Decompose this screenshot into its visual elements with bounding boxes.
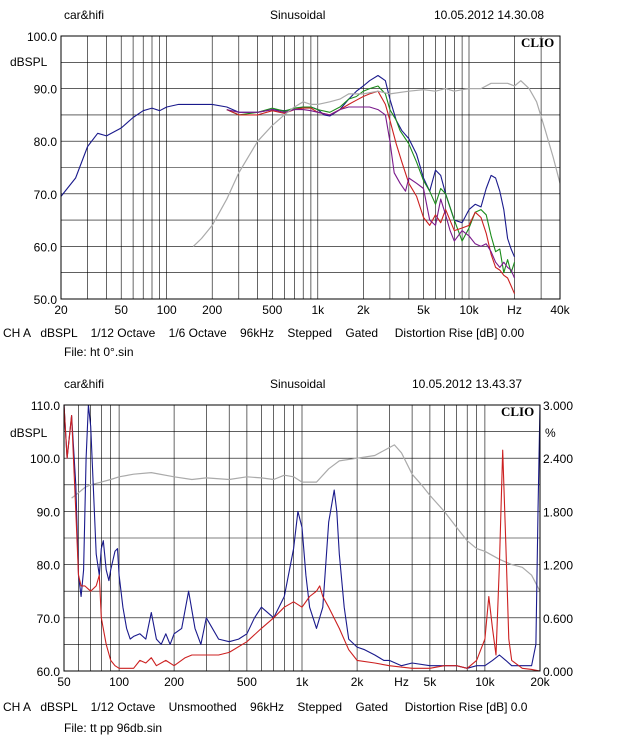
x-tick-label: 500 [237, 675, 257, 689]
x-tick-label: 10k [475, 675, 495, 689]
y-tick-label: 70.0 [34, 188, 58, 202]
top-header-center: Sinusoidal [270, 8, 325, 22]
series-line-2 [226, 90, 516, 294]
bottom-grid [64, 405, 540, 671]
y-tick-label: 50.0 [34, 293, 58, 307]
y2-tick-label: 0.000 [543, 665, 573, 679]
bottom-plot-frame [63, 404, 541, 672]
bottom-file-name: File: tt pp 96db.sin [64, 721, 162, 735]
bottom-y2label: % [545, 426, 556, 440]
bottom-header-right: 10.05.2012 13.43.37 [412, 377, 522, 391]
y-tick-label: 60.0 [37, 665, 61, 679]
series-line-2 [63, 404, 541, 672]
top-header-right: 10.05.2012 14.30.08 [434, 8, 544, 22]
bottom-chart: car&hifi Sinusoidal 10.05.2012 13.43.37 … [3, 377, 573, 735]
series-line-4 [192, 80, 561, 247]
x-tick-label: 40k [550, 303, 570, 317]
x-tick-label: 5k [417, 303, 431, 317]
x-tick-label: 20 [54, 303, 68, 317]
top-tick-labels: 100.0 90.0 80.0 70.0 60.0 50.020 50 100 200 500 1k… [27, 30, 571, 317]
y-tick-label: 80.0 [37, 559, 61, 573]
top-header-left: car&hifi [64, 8, 104, 22]
x-tick-label: 1k [296, 675, 310, 689]
y-tick-label: 100.0 [27, 30, 57, 44]
x-tick-label: 200 [164, 675, 184, 689]
top-grid [61, 36, 560, 299]
series-line-3 [226, 106, 516, 279]
y2-tick-label: 3.000 [543, 399, 573, 413]
y2-tick-label: 2.400 [543, 452, 573, 466]
x-tick-label: 100 [109, 675, 129, 689]
series-line-0 [71, 444, 541, 592]
y-tick-label: 100.0 [30, 452, 60, 466]
y-tick-label: 80.0 [34, 135, 58, 149]
y-tick-label: 90.0 [37, 505, 61, 519]
x-tick-label: 50 [57, 675, 71, 689]
bottom-ylabel: dBSPL [10, 426, 48, 440]
top-footer: CH A dBSPL 1/12 Octave 1/6 Octave 96kHz … [3, 326, 524, 340]
x-tick-label: 1k [311, 303, 325, 317]
top-brand-logo: CLIO [521, 35, 554, 50]
x-tick-label: 500 [262, 303, 282, 317]
bottom-footer: CH A dBSPL 1/12 Octave Unsmoothed 96kHz … [3, 700, 528, 714]
bottom-series [63, 404, 541, 672]
x-tick-label: Hz [507, 303, 522, 317]
y2-tick-label: 1.800 [543, 505, 573, 519]
x-tick-label: 5k [424, 675, 438, 689]
top-chart: car&hifi Sinusoidal 10.05.2012 14.30.08 … [3, 8, 571, 359]
y-tick-label: 60.0 [34, 240, 58, 254]
y2-tick-label: 1.200 [543, 559, 573, 573]
y-tick-label: 90.0 [34, 83, 58, 97]
bottom-header-center: Sinusoidal [270, 377, 325, 391]
top-file-name: File: ht 0°.sin [64, 345, 134, 359]
x-tick-label: 10k [459, 303, 479, 317]
top-series [60, 74, 561, 294]
x-tick-label: 100 [157, 303, 177, 317]
bottom-brand-logo: CLIO [501, 404, 534, 419]
y-tick-label: 110.0 [31, 399, 60, 413]
y-tick-label: 70.0 [37, 612, 61, 626]
series-line-0 [60, 74, 516, 258]
series-line-1 [226, 85, 516, 274]
top-plot-frame [60, 35, 561, 300]
bottom-header-left: car&hifi [64, 377, 104, 391]
bottom-tick-labels: 110.0 100.0 90.0 80.0 70.0 60.0 3.000 2.400 1.80… [30, 399, 573, 689]
x-tick-label: 2k [357, 303, 371, 317]
x-tick-label: 2k [351, 675, 365, 689]
x-tick-label: 200 [202, 303, 222, 317]
x-tick-label: 50 [115, 303, 129, 317]
y2-tick-label: 0.600 [543, 612, 573, 626]
x-tick-label: 20k [530, 675, 550, 689]
x-tick-label: Hz [394, 675, 409, 689]
top-ylabel: dBSPL [10, 55, 48, 69]
